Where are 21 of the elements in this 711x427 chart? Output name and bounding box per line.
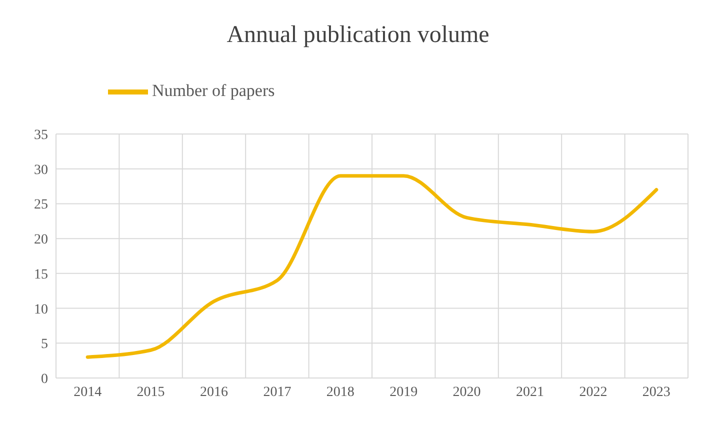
x-tick-label: 2019 (390, 384, 418, 400)
line-series (86, 174, 658, 359)
x-tick-label: 2022 (579, 384, 608, 400)
y-tick-label: 30 (34, 162, 48, 178)
x-tick-label: 2014 (74, 384, 102, 400)
y-tick-label: 35 (34, 128, 48, 143)
x-tick-label: 2023 (642, 384, 670, 400)
x-tick-label: 2016 (200, 384, 228, 400)
x-tick-label: 2020 (452, 384, 481, 400)
y-tick-label: 20 (34, 232, 48, 248)
legend-label: Number of papers (152, 80, 275, 100)
y-tick-label: 5 (41, 337, 48, 352)
x-tick-label: 2021 (516, 384, 544, 400)
x-tick-label: 2015 (136, 384, 165, 400)
y-tick-label: 0 (41, 372, 48, 387)
y-tick-label: 25 (34, 198, 48, 213)
x-tick-label: 2018 (326, 384, 354, 400)
y-tick-label: 10 (34, 302, 48, 318)
y-tick-label: 15 (34, 267, 48, 282)
chart-title: Annual publication volume (226, 21, 490, 50)
x-tick-label: 2017 (263, 384, 292, 400)
